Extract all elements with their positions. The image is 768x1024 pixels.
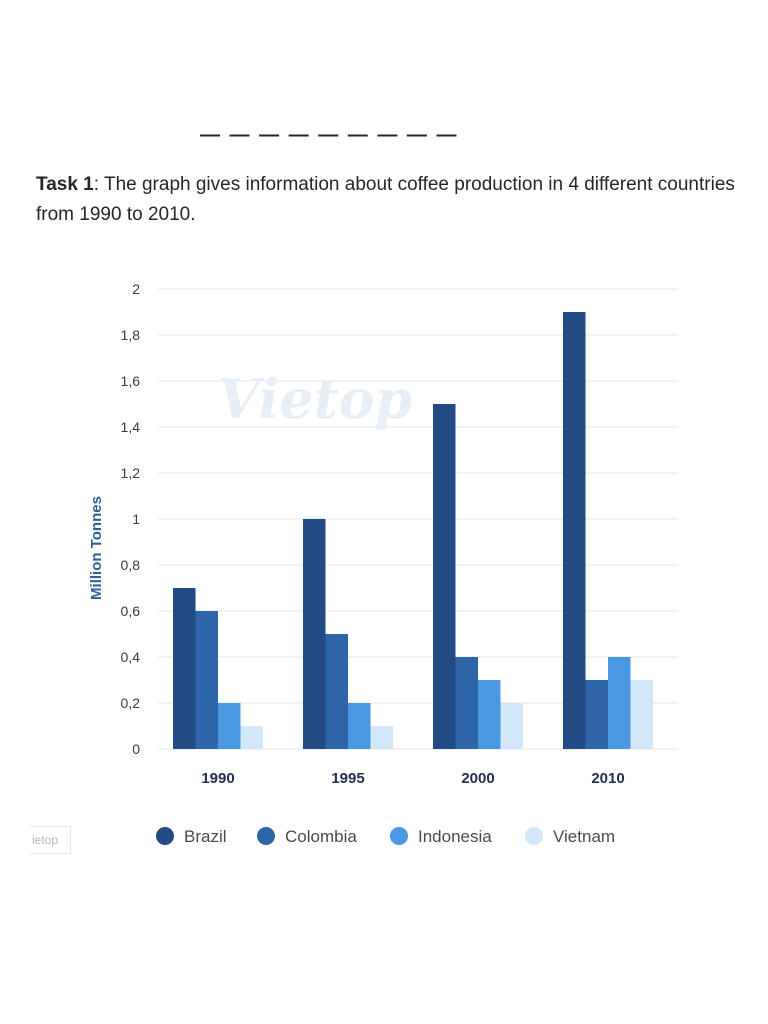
watermark-small: ietop — [30, 826, 71, 854]
x-tick-label: 2010 — [591, 770, 624, 787]
legend-label-brazil: Brazil — [184, 827, 227, 846]
bar-vietnam-1995 — [370, 726, 393, 749]
bars — [173, 312, 653, 749]
y-axis-title: Million Tonnes — [88, 496, 105, 600]
gridlines — [158, 288, 678, 750]
bar-indonesia-1995 — [348, 703, 371, 749]
task-description: Task 1: The graph gives information abou… — [36, 170, 736, 230]
x-tick-label: 1990 — [201, 770, 234, 787]
y-tick-label: 0 — [132, 741, 140, 757]
bar-colombia-1995 — [325, 634, 348, 749]
task-label: Task 1 — [36, 174, 94, 195]
bar-brazil-1995 — [303, 519, 326, 749]
bar-vietnam-2010 — [630, 680, 653, 749]
bar-vietnam-2000 — [500, 703, 523, 749]
y-tick-label: 1,8 — [121, 327, 141, 343]
y-tick-labels: 0 0,2 0,4 0,6 0,8 1 1,2 1,4 1,6 1,8 2 — [121, 281, 141, 757]
y-tick-label: 0,2 — [121, 695, 141, 711]
x-tick-label: 2000 — [461, 770, 494, 787]
bar-vietnam-1990 — [240, 726, 263, 749]
bar-brazil-1990 — [173, 588, 196, 749]
y-tick-label: 1 — [132, 511, 140, 527]
task-text: : The graph gives information about coff… — [36, 174, 735, 225]
y-tick-label: 0,8 — [121, 557, 141, 573]
x-tick-labels: 1990 1995 2000 2010 — [201, 770, 624, 787]
y-tick-label: 0,4 — [121, 649, 141, 665]
y-tick-label: 0,6 — [121, 603, 141, 619]
bar-indonesia-2010 — [608, 657, 631, 749]
bar-colombia-2000 — [455, 657, 478, 749]
bar-brazil-2000 — [433, 404, 456, 749]
legend-swatch-colombia — [257, 827, 275, 845]
bar-indonesia-1990 — [218, 703, 241, 749]
legend: Brazil Colombia Indonesia Vietnam — [156, 827, 615, 846]
legend-swatch-indonesia — [390, 827, 408, 845]
bar-colombia-1990 — [195, 611, 218, 749]
watermark-logo: Vietop — [218, 367, 413, 431]
legend-label-colombia: Colombia — [285, 827, 357, 846]
y-tick-label: 1,6 — [121, 373, 141, 389]
y-tick-label: 1,4 — [121, 419, 141, 435]
legend-swatch-brazil — [156, 827, 174, 845]
bar-brazil-2010 — [563, 312, 586, 749]
legend-swatch-vietnam — [525, 827, 543, 845]
legend-label-vietnam: Vietnam — [553, 827, 615, 846]
cut-off-heading: — — — — — — — — — — [200, 130, 459, 146]
bar-indonesia-2000 — [478, 680, 501, 749]
x-tick-label: 1995 — [331, 770, 364, 787]
y-tick-label: 2 — [132, 281, 140, 297]
bar-colombia-2010 — [585, 680, 608, 749]
y-tick-label: 1,2 — [121, 465, 141, 481]
legend-label-indonesia: Indonesia — [418, 827, 492, 846]
